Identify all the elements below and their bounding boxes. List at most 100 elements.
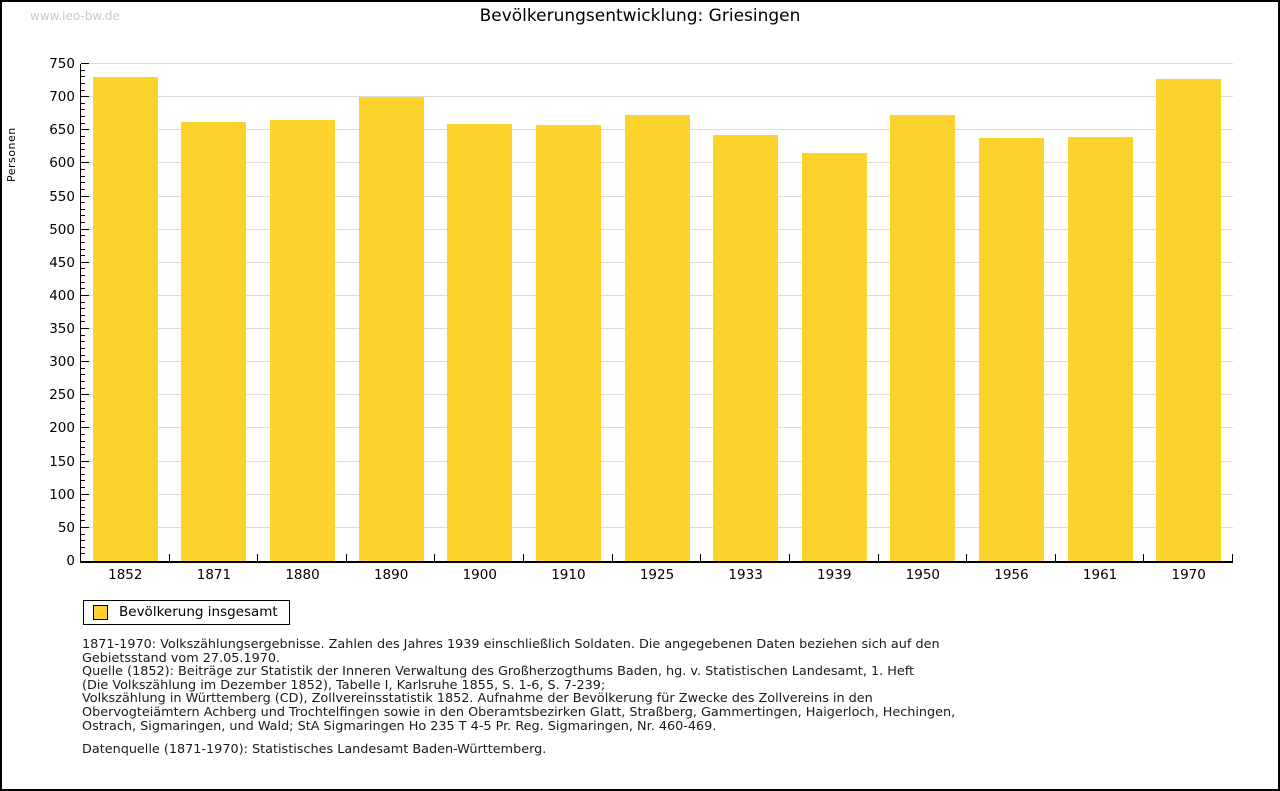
y-minor-tick-160	[81, 453, 85, 455]
x-axis-tick-2	[345, 554, 347, 561]
y-minor-tick-440	[81, 268, 85, 270]
x-axis-tick-11	[1143, 554, 1145, 561]
y-minor-tick-130	[81, 473, 85, 475]
y-tick-label-0: 0	[66, 553, 75, 569]
y-tick-label-100: 100	[49, 486, 75, 503]
y-minor-tick-410	[81, 288, 85, 290]
y-tick-label-500: 500	[49, 221, 75, 238]
y-minor-tick-420	[81, 281, 85, 283]
y-minor-tick-680	[81, 109, 85, 111]
y-tick-label-750: 750	[49, 56, 75, 72]
legend-label: Bevölkerung insgesamt	[119, 604, 278, 620]
y-minor-tick-240	[81, 400, 85, 402]
y-minor-tick-110	[81, 487, 85, 489]
y-tick-label-600: 600	[49, 155, 75, 172]
y-minor-tick-580	[81, 175, 85, 177]
y-tick-label-200: 200	[49, 420, 75, 437]
x-axis-tick-7	[788, 554, 790, 561]
y-minor-tick-720	[81, 82, 85, 84]
y-minor-tick-460	[81, 255, 85, 257]
y-minor-tick-30	[81, 540, 85, 542]
y-minor-tick-620	[81, 149, 85, 151]
bar-1890	[358, 97, 424, 561]
x-axis-tick-10	[1054, 554, 1056, 561]
gridline-750	[81, 63, 1233, 64]
x-axis-tick-1	[257, 554, 259, 561]
x-tick-label-1925: 1925	[639, 567, 675, 583]
x-axis-tick-3	[434, 554, 436, 561]
y-major-tick-200	[81, 427, 89, 429]
footnote-line-3: Quelle (1852): Beiträge zur Statistik de…	[82, 664, 915, 680]
plot-area: 0 50 100 150 200 250 300 350 400 450 500 550 600 650 7…	[49, 57, 1233, 583]
y-minor-tick-280	[81, 374, 85, 376]
y-tick-label-300: 300	[49, 354, 75, 371]
y-minor-tick-220	[81, 414, 85, 416]
y-major-tick-600	[81, 162, 89, 164]
y-minor-tick-60	[81, 520, 85, 522]
y-major-tick-500	[81, 228, 89, 230]
y-minor-tick-520	[81, 215, 85, 217]
y-minor-tick-190	[81, 434, 85, 436]
y-minor-tick-480	[81, 241, 85, 243]
x-tick-label-1961: 1961	[1082, 567, 1118, 583]
footnotes: 1871-1970: Volkszählungsergebnisse. Zahl…	[82, 638, 955, 733]
y-minor-tick-20	[81, 546, 85, 548]
y-minor-tick-180	[81, 440, 85, 442]
y-minor-tick-230	[81, 407, 85, 409]
y-minor-tick-570	[81, 182, 85, 184]
y-tick-label-450: 450	[49, 254, 75, 271]
y-minor-tick-330	[81, 341, 85, 343]
y-minor-tick-640	[81, 135, 85, 137]
y-minor-tick-290	[81, 367, 85, 369]
x-tick-label-1871: 1871	[196, 567, 232, 583]
bar-1961	[1067, 136, 1133, 561]
y-minor-tick-730	[81, 76, 85, 78]
x-tick-label-1900: 1900	[462, 567, 497, 583]
y-major-tick-650	[81, 129, 89, 131]
y-minor-tick-380	[81, 308, 85, 310]
bar-1950	[890, 115, 956, 561]
x-tick-label-1970: 1970	[1171, 567, 1206, 583]
x-tick-label-1890: 1890	[373, 567, 409, 583]
x-axis-tick-5	[611, 554, 613, 561]
x-tick-label-1956: 1956	[994, 567, 1029, 583]
y-major-tick-300	[81, 361, 89, 363]
x-tick-label-1880: 1880	[285, 567, 320, 583]
chart-title: Bevölkerungsentwicklung: Griesingen	[479, 6, 801, 26]
y-major-tick-50	[81, 526, 89, 528]
x-tick-label-1950: 1950	[905, 567, 941, 583]
y-minor-tick-120	[81, 480, 85, 482]
y-minor-tick-740	[81, 69, 85, 71]
x-tick-label-1933: 1933	[728, 567, 763, 583]
y-minor-tick-210	[81, 420, 85, 422]
bar-1880	[270, 120, 336, 561]
y-minor-tick-70	[81, 513, 85, 515]
y-minor-tick-360	[81, 321, 85, 323]
y-tick-label-250: 250	[49, 387, 75, 404]
footnote-line-1: 1871-1970: Volkszählungsergebnisse. Zahl…	[82, 637, 940, 652]
x-axis-tick-12	[1232, 554, 1233, 561]
y-minor-tick-170	[81, 447, 85, 449]
bar-1925	[624, 115, 690, 561]
y-minor-tick-560	[81, 188, 85, 190]
y-minor-tick-630	[81, 142, 85, 144]
y-major-tick-700	[81, 96, 89, 98]
y-tick-label-650: 650	[49, 122, 75, 139]
y-minor-tick-370	[81, 314, 85, 316]
bar-1910	[535, 124, 601, 561]
footnote-line-6: Obervogteiämtern Achberg und Trochtelfin…	[82, 704, 956, 720]
y-major-tick-250	[81, 394, 89, 396]
x-axis-tick-6	[700, 554, 702, 561]
x-tick-label-1939: 1939	[817, 567, 852, 583]
x-axis-tick-0	[168, 554, 170, 561]
y-major-tick-450	[81, 261, 89, 263]
x-tick-label-1852: 1852	[108, 567, 143, 583]
y-minor-tick-340	[81, 334, 85, 336]
y-tick-label-550: 550	[49, 188, 75, 205]
y-tick-label-150: 150	[49, 453, 75, 470]
x-tick-label-1910: 1910	[551, 567, 586, 583]
x-axis-tick-4	[523, 554, 525, 561]
bar-1956	[978, 138, 1044, 561]
y-major-tick-550	[81, 195, 89, 197]
